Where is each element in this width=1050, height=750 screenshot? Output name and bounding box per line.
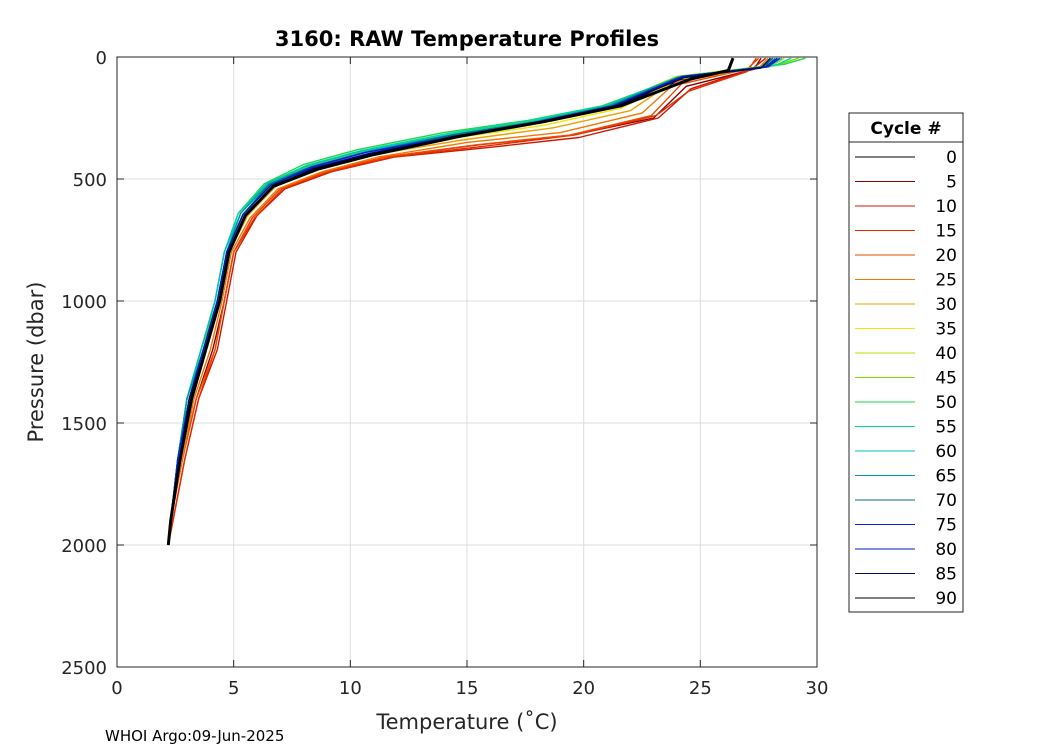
- x-tick-label: 15: [456, 678, 479, 699]
- y-tick-label: 500: [73, 170, 107, 191]
- profile-cycle-20: [167, 57, 760, 546]
- x-axis-label: Temperature (˚C): [375, 710, 557, 734]
- y-tick-label: 1500: [61, 414, 107, 435]
- profile-cycle-15: [167, 57, 757, 546]
- x-tick-label: 0: [111, 678, 122, 699]
- x-tick-label: 20: [572, 678, 595, 699]
- axis-ticks: 0 5 10 15 20 25 30 0 500 1000 1500 2000 2500: [61, 48, 828, 699]
- legend-label: 35: [935, 320, 957, 340]
- x-tick-label: 25: [689, 678, 712, 699]
- x-tick-label: 5: [228, 678, 239, 699]
- x-tick-label: 10: [339, 678, 362, 699]
- legend-label: 25: [935, 271, 957, 291]
- y-tick-label: 1000: [61, 292, 107, 313]
- grid-lines: [117, 57, 817, 667]
- legend-label: 75: [935, 516, 957, 536]
- legend-label: 60: [935, 442, 957, 462]
- legend-label: 55: [935, 418, 957, 438]
- profile-cycle-65: [167, 57, 776, 546]
- legend-label: 65: [935, 467, 957, 487]
- legend-label: 20: [935, 246, 957, 266]
- legend-label: 85: [935, 565, 957, 585]
- legend-label: 0: [946, 148, 957, 168]
- profile-latest-highlight: [166, 57, 735, 546]
- legend-box: [848, 112, 964, 613]
- y-tick-label: 2500: [61, 658, 107, 679]
- chart-title: 3160: RAW Temperature Profiles: [275, 27, 659, 51]
- legend-label: 90: [935, 589, 957, 609]
- legend-title: Cycle #: [870, 119, 941, 139]
- legend-label: 50: [935, 393, 957, 413]
- y-tick-label: 0: [96, 48, 107, 69]
- y-tick-label: 2000: [61, 536, 107, 557]
- legend-entries: 0 5 10 15 20 25 30 35 40 45 50 55 60 65 70 75 80 85 90: [855, 148, 957, 609]
- y-axis-label: Pressure (dbar): [24, 282, 48, 443]
- profile-cycle-25: [167, 57, 769, 546]
- legend-label: 40: [935, 344, 957, 364]
- profile-lines: [166, 57, 806, 546]
- x-tick-label: 30: [806, 678, 829, 699]
- legend-label: 30: [935, 295, 957, 315]
- legend-label: 80: [935, 540, 957, 560]
- legend: Cycle # 0 5 10 15 20 25 30 35 40 45 50 55 60 65 70 75 80…: [848, 112, 964, 613]
- legend-label: 10: [935, 197, 957, 217]
- legend-label: 45: [935, 369, 957, 389]
- legend-label: 70: [935, 491, 957, 511]
- footer-credit: WHOI Argo:09-Jun-2025: [105, 727, 284, 745]
- legend-label: 5: [946, 173, 957, 193]
- legend-label: 15: [935, 222, 957, 242]
